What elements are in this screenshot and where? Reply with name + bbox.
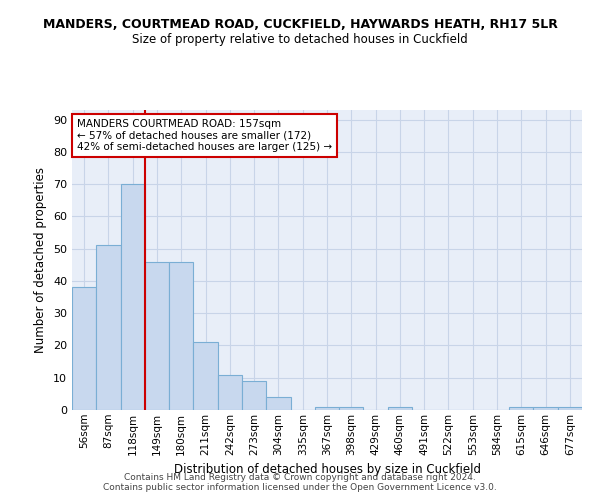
Text: MANDERS, COURTMEAD ROAD, CUCKFIELD, HAYWARDS HEATH, RH17 5LR: MANDERS, COURTMEAD ROAD, CUCKFIELD, HAYW… (43, 18, 557, 30)
Bar (242, 381, 266, 410)
Bar (388, 407, 412, 410)
Text: Size of property relative to detached houses in Cuckfield: Size of property relative to detached ho… (132, 32, 468, 46)
Bar (339, 407, 364, 410)
Text: Contains HM Land Registry data © Crown copyright and database right 2024.
Contai: Contains HM Land Registry data © Crown c… (103, 473, 497, 492)
Bar (169, 262, 193, 410)
Y-axis label: Number of detached properties: Number of detached properties (34, 167, 47, 353)
Bar (509, 407, 533, 410)
Bar (218, 374, 242, 410)
Bar (266, 397, 290, 410)
Bar (315, 407, 339, 410)
Bar (121, 184, 145, 410)
Bar (96, 246, 121, 410)
Bar (145, 262, 169, 410)
Bar (533, 407, 558, 410)
Bar (558, 407, 582, 410)
X-axis label: Distribution of detached houses by size in Cuckfield: Distribution of detached houses by size … (173, 463, 481, 476)
Bar (72, 288, 96, 410)
Bar (193, 342, 218, 410)
Text: MANDERS COURTMEAD ROAD: 157sqm
← 57% of detached houses are smaller (172)
42% of: MANDERS COURTMEAD ROAD: 157sqm ← 57% of … (77, 119, 332, 152)
